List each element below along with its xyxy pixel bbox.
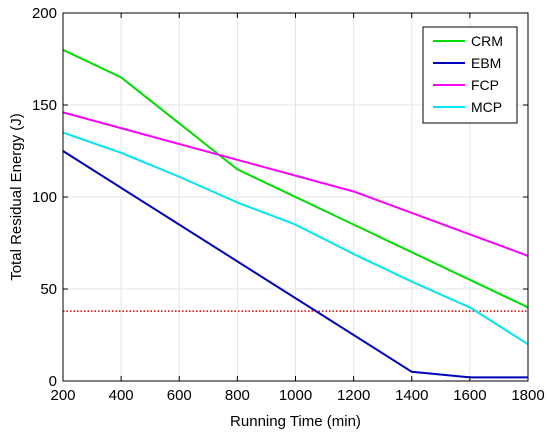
y-tick-label: 50 (40, 281, 57, 298)
y-axis-label: Total Residual Energy (J) (8, 113, 25, 281)
series-lines (62, 48, 529, 379)
x-tick-label: 1400 (395, 387, 428, 404)
x-axis-label: Running Time (min) (230, 413, 361, 430)
legend-label-crm: CRM (471, 33, 503, 49)
y-tick-label: 200 (32, 5, 57, 22)
x-tick-label: 200 (50, 387, 75, 404)
y-tick-label: 0 (49, 373, 57, 390)
series-line-mcp (62, 131, 529, 346)
legend: CRM EBM FCP MCP (422, 26, 518, 124)
legend-label-ebm: EBM (471, 55, 501, 71)
legend-label-fcp: FCP (471, 77, 499, 93)
y-tick-label: 100 (32, 189, 57, 206)
x-tick-label: 1800 (511, 387, 544, 404)
axis-ticks: 200 400 600 800 1000 1200 1400 1600 1800 0 50 100 15… (32, 5, 545, 404)
x-tick-label: 600 (167, 387, 192, 404)
x-tick-label: 1600 (453, 387, 486, 404)
x-tick-label: 1200 (337, 387, 370, 404)
series-line-crm (62, 48, 529, 309)
legend-label-mcp: MCP (471, 99, 502, 115)
x-tick-label: 400 (109, 387, 134, 404)
y-tick-label: 150 (32, 97, 57, 114)
series-line-ebm (62, 150, 528, 379)
x-tick-label: 1000 (279, 387, 312, 404)
x-tick-label: 800 (225, 387, 250, 404)
series-line-fcp (62, 111, 529, 257)
